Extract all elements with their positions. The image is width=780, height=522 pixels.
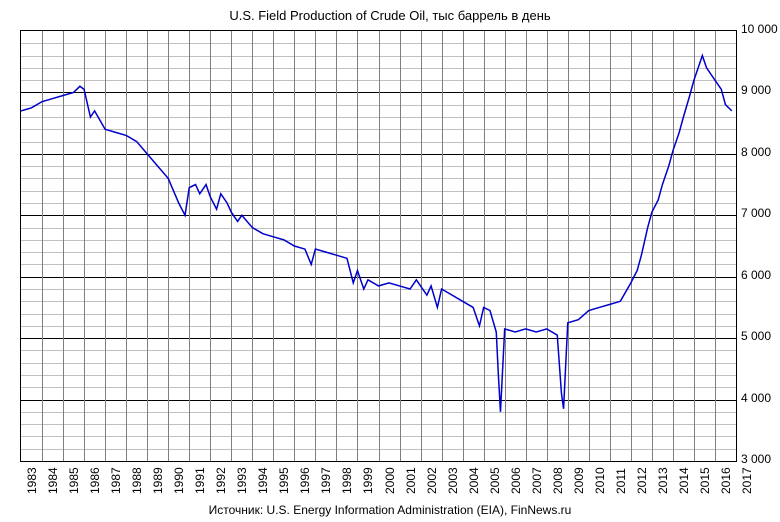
x-axis-label: 2010 xyxy=(593,467,607,494)
x-axis-label: 1988 xyxy=(130,467,144,494)
y-axis-label: 4 000 xyxy=(741,391,771,405)
x-axis-label: 2000 xyxy=(383,467,397,494)
x-axis-label: 2001 xyxy=(404,467,418,494)
x-axis-label: 1999 xyxy=(361,467,375,494)
x-axis-label: 2005 xyxy=(488,467,502,494)
x-axis-label: 1985 xyxy=(67,467,81,494)
x-axis-label: 1983 xyxy=(25,467,39,494)
x-axis-label: 2006 xyxy=(509,467,523,494)
x-axis-label: 1990 xyxy=(172,467,186,494)
x-axis-label: 2011 xyxy=(614,468,628,494)
x-axis-label: 2016 xyxy=(719,467,733,494)
plot-area xyxy=(20,30,737,462)
x-axis-label: 1993 xyxy=(235,467,249,494)
chart-source: Источник: U.S. Energy Information Admini… xyxy=(0,503,780,517)
x-axis-label: 2002 xyxy=(425,467,439,494)
x-axis-label: 1996 xyxy=(298,467,312,494)
x-axis-label: 1997 xyxy=(319,467,333,494)
chart-container: U.S. Field Production of Crude Oil, тыс … xyxy=(0,0,780,522)
x-axis-label: 1989 xyxy=(151,467,165,494)
y-axis-label: 3 000 xyxy=(741,452,771,466)
x-axis-label: 2004 xyxy=(467,467,481,494)
x-axis-label: 2008 xyxy=(551,467,565,494)
x-axis-label: 1987 xyxy=(109,467,123,494)
x-axis-label: 1994 xyxy=(256,467,270,494)
x-axis-label: 2017 xyxy=(740,467,754,494)
x-axis-label: 2013 xyxy=(656,467,670,494)
y-axis-label: 8 000 xyxy=(741,145,771,159)
x-axis-label: 2012 xyxy=(635,467,649,494)
x-axis-label: 2009 xyxy=(572,467,586,494)
x-axis-label: 1986 xyxy=(88,467,102,494)
x-axis-label: 2015 xyxy=(698,467,712,494)
y-axis-label: 9 000 xyxy=(741,83,771,97)
x-axis-label: 1991 xyxy=(193,467,207,494)
x-axis-label: 1984 xyxy=(46,467,60,494)
x-axis-label: 1995 xyxy=(277,467,291,494)
x-axis-label: 2007 xyxy=(530,467,544,494)
x-axis-label: 2003 xyxy=(446,467,460,494)
y-axis-label: 7 000 xyxy=(741,206,771,220)
x-axis-label: 2014 xyxy=(677,467,691,494)
x-axis-label: 1998 xyxy=(340,467,354,494)
line-series xyxy=(21,31,736,461)
y-axis-label: 10 000 xyxy=(741,22,778,36)
x-axis-label: 1992 xyxy=(214,467,228,494)
chart-title: U.S. Field Production of Crude Oil, тыс … xyxy=(0,8,780,23)
y-axis-label: 6 000 xyxy=(741,268,771,282)
y-axis-label: 5 000 xyxy=(741,329,771,343)
